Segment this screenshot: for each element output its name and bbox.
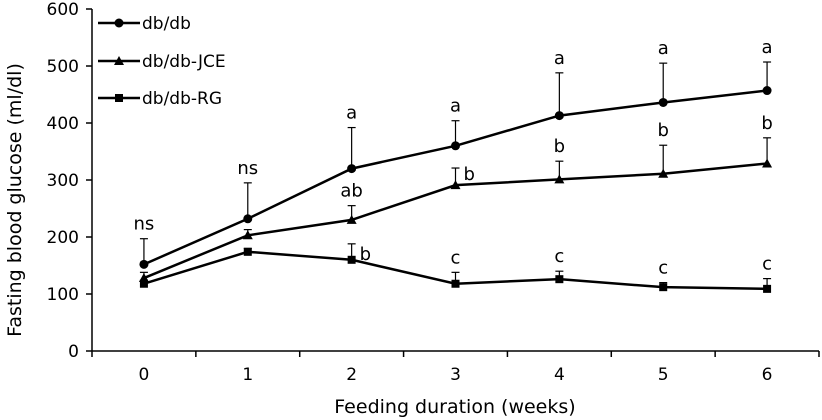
legend-marker-triangle <box>114 56 124 65</box>
significance-label: b <box>464 164 475 185</box>
data-point <box>451 279 460 288</box>
legend-label-db-db-jce: db/db-JCE <box>142 52 226 72</box>
significance-label: c <box>451 247 461 268</box>
x-tick-label: 4 <box>554 365 565 385</box>
data-point <box>658 168 669 178</box>
data-point <box>659 283 668 292</box>
legend-marker-square <box>115 94 123 102</box>
legend: db/db db/db-JCE db/db-RG <box>98 14 226 109</box>
y-axis-title: Fasting blood glucose (ml/dl) <box>4 63 26 337</box>
significance-label: a <box>762 37 773 58</box>
data-point <box>762 158 773 168</box>
significance-label: a <box>658 38 669 59</box>
x-tick-label: 0 <box>139 365 150 385</box>
x-tick-label: 3 <box>450 365 461 385</box>
series-db-db-rg: b c cc c <box>139 243 772 293</box>
legend-item-db-db-rg: db/db-RG <box>98 89 222 109</box>
y-tick-label: 500 <box>47 57 79 77</box>
y-tick-label: 400 <box>47 114 79 134</box>
x-tick-label: 1 <box>242 365 253 385</box>
data-point <box>243 247 252 256</box>
data-point <box>763 284 772 293</box>
x-tick-label: 2 <box>346 365 357 385</box>
series-db-db-jce: ab b b b b <box>138 113 773 283</box>
data-point <box>242 230 253 240</box>
significance-label: a <box>554 48 565 69</box>
y-tick-label: 100 <box>47 285 79 305</box>
significance-label: ab <box>340 181 362 202</box>
significance-label: b <box>554 136 565 157</box>
data-point <box>555 275 564 284</box>
significance-label: b <box>761 113 772 134</box>
data-point <box>762 86 772 96</box>
data-point <box>139 279 148 288</box>
significance-label: c <box>658 258 668 279</box>
x-axis-ticks: 0 1 2 3 4 5 6 <box>91 351 820 385</box>
data-point <box>658 97 668 107</box>
y-tick-label: 0 <box>68 342 79 362</box>
y-tick-label: 300 <box>47 171 79 191</box>
plot-area: ns ns a a a a a ab b b b b b c c c c <box>134 37 773 293</box>
data-point <box>554 174 565 184</box>
legend-label-db-db-rg: db/db-RG <box>142 89 222 109</box>
significance-label: c <box>554 246 564 267</box>
legend-item-db-db: db/db <box>98 14 191 34</box>
legend-marker-circle <box>114 18 124 28</box>
legend-item-db-db-jce: db/db-JCE <box>98 52 226 72</box>
data-point <box>346 214 357 224</box>
significance-label: c <box>762 254 772 275</box>
data-point <box>554 111 564 121</box>
x-tick-label: 5 <box>658 365 669 385</box>
significance-label: ns <box>237 158 258 179</box>
data-point <box>450 180 461 190</box>
significance-label: b <box>360 244 371 265</box>
significance-label: a <box>450 96 461 117</box>
y-tick-label: 200 <box>47 228 79 248</box>
x-tick-label: 6 <box>762 365 773 385</box>
legend-label-db-db: db/db <box>142 14 191 34</box>
data-point <box>139 259 149 269</box>
y-tick-label: 600 <box>47 0 79 20</box>
significance-label: b <box>657 120 668 141</box>
data-point <box>347 255 356 264</box>
data-point <box>451 141 460 151</box>
data-point <box>347 164 357 174</box>
data-point <box>243 214 253 224</box>
x-axis-title: Feeding duration (weeks) <box>334 396 575 418</box>
series-db-db: ns ns a a a a a <box>134 37 773 269</box>
significance-label: ns <box>134 214 155 235</box>
y-axis-ticks: 0 100 200 300 400 500 600 <box>47 0 92 362</box>
significance-label: a <box>346 103 357 124</box>
